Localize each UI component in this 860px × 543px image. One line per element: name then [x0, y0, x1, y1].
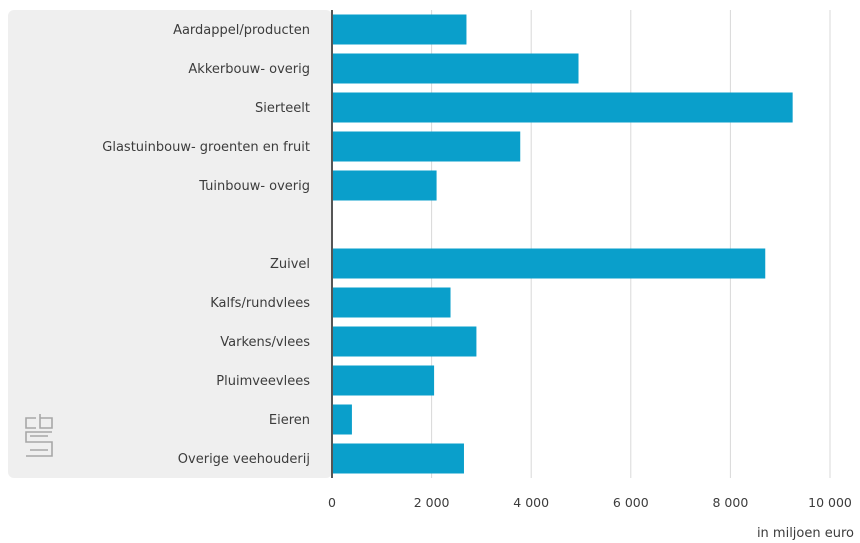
category-label-panel: [8, 10, 332, 478]
x-tick-label: 0: [328, 495, 336, 510]
bar: [332, 92, 793, 123]
category-label: Glastuinbouw- groenten en fruit: [102, 140, 310, 155]
category-label: Pluimveevlees: [216, 374, 310, 389]
x-tick-label: 4 000: [513, 495, 549, 510]
category-label: Eieren: [269, 413, 310, 428]
category-labels: Aardappel/producten Akkerbouw- overig Sier…: [102, 23, 310, 467]
bar: [332, 365, 435, 396]
category-label: Zuivel: [270, 257, 310, 272]
x-tick-label: 2 000: [414, 495, 450, 510]
bar: [332, 53, 579, 84]
bar: [332, 131, 521, 162]
bar: [332, 326, 477, 357]
bar: [332, 248, 766, 279]
category-label: Aardappel/producten: [173, 23, 310, 38]
category-label: Kalfs/rundvlees: [210, 296, 310, 311]
bar: [332, 404, 352, 435]
x-axis-title: in miljoen euro: [757, 526, 854, 541]
bars-group: [332, 14, 793, 474]
category-label: Tuinbouw- overig: [198, 179, 310, 194]
x-tick-label: 10 000: [808, 495, 852, 510]
cbs-logo-icon: [25, 414, 53, 457]
category-label: Akkerbouw- overig: [188, 62, 310, 77]
x-tick-labels: 0 2 000 4 000 6 000 8 000 10 000: [328, 495, 852, 510]
bar: [332, 287, 451, 318]
category-label: Sierteelt: [255, 101, 310, 116]
bar: [332, 170, 437, 201]
category-label: Varkens/vlees: [220, 335, 310, 350]
x-tick-label: 6 000: [613, 495, 649, 510]
x-tick-label: 8 000: [713, 495, 749, 510]
bar: [332, 443, 464, 474]
bar: [332, 14, 467, 45]
category-label: Overige veehouderij: [178, 452, 310, 467]
gridlines: [431, 10, 831, 478]
